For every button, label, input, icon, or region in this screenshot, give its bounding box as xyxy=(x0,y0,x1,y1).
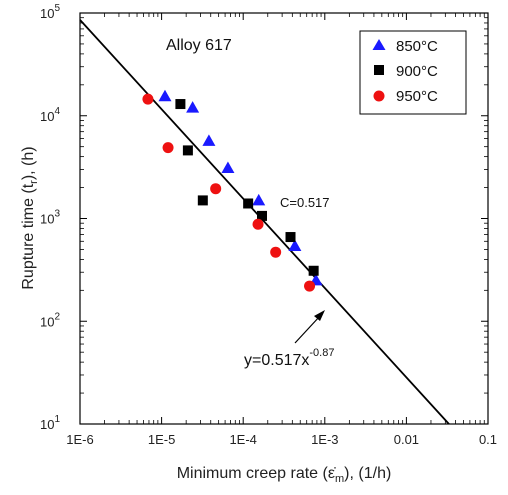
fit-equation-main: y=0.517x xyxy=(244,352,309,369)
legend-triangle-icon xyxy=(372,39,386,50)
data-point-850-triangle xyxy=(252,193,266,206)
y-tick-label: 104 xyxy=(40,106,60,124)
data-point-850-triangle xyxy=(288,239,302,251)
legend-circle-icon xyxy=(373,90,385,102)
data-point-900-square xyxy=(197,195,208,206)
c-label: C=0.517 xyxy=(280,195,330,210)
data-point-900-square xyxy=(243,198,254,209)
data-point-900-square xyxy=(308,265,319,276)
y-tick-base: 10 xyxy=(40,417,54,432)
alloy-label: Alloy 617 xyxy=(166,37,232,54)
data-point-950-circle xyxy=(210,183,222,195)
x-axis-title-sub: m xyxy=(335,473,344,485)
data-point-900-square xyxy=(182,145,193,156)
data-point-850-triangle xyxy=(186,101,200,113)
y-tick-exp: 2 xyxy=(54,311,60,322)
data-point-850-triangle xyxy=(202,134,216,146)
y-tick-base: 10 xyxy=(40,314,54,329)
y-tick-exp: 3 xyxy=(54,209,60,220)
y-tick-label: 105 xyxy=(40,3,60,21)
data-point-900-square xyxy=(257,210,268,221)
legend-square-icon xyxy=(374,65,384,75)
points-layer xyxy=(142,89,323,292)
data-point-900-square xyxy=(175,99,186,110)
fit-line xyxy=(79,19,450,425)
legend-item-850: 850°C xyxy=(372,38,438,55)
x-axis-title-main: Minimum creep rate ( xyxy=(177,465,329,482)
y-tick-label: 101 xyxy=(40,414,60,432)
data-point-950-circle xyxy=(304,280,316,292)
data-point-950-circle xyxy=(252,218,264,230)
legend-label-950: 950°C xyxy=(396,88,438,105)
fit-equation-exp: -0.87 xyxy=(309,347,334,359)
y-tick-exp: 4 xyxy=(54,106,60,117)
data-point-850-triangle xyxy=(158,89,172,102)
data-point-850-triangle xyxy=(221,161,235,174)
x-axis-title: Minimum creep rate (ε̇m), (1/h) xyxy=(177,465,392,485)
y-tick-base: 10 xyxy=(40,109,54,124)
y-axis-title-tail: ), (h) xyxy=(20,146,37,180)
y-axis-title-sub: r xyxy=(28,180,40,184)
legend-item-950: 950°C xyxy=(373,88,438,105)
annotation-arrow xyxy=(294,310,325,344)
y-tick-label: 102 xyxy=(40,311,60,329)
legend-label-850: 850°C xyxy=(396,38,438,55)
legend: 850°C 900°C 950°C xyxy=(359,30,467,115)
y-axis-title: Rupture time (tr), (h) xyxy=(20,146,40,289)
y-tick-base: 10 xyxy=(40,6,54,21)
y-tick-label: 103 xyxy=(40,209,60,227)
x-axis-title-symbol: ε̇ xyxy=(328,465,336,482)
y-tick-exp: 1 xyxy=(54,414,60,425)
y-tick-base: 10 xyxy=(40,212,54,227)
y-tick-exp: 5 xyxy=(54,3,60,14)
data-point-950-circle xyxy=(162,142,174,154)
legend-item-900: 900°C xyxy=(374,63,438,80)
y-axis-title-main: Rupture time (t xyxy=(20,183,37,289)
fit-layer xyxy=(79,19,450,425)
x-tick-label: 0.1 xyxy=(479,432,497,447)
data-point-950-circle xyxy=(142,93,154,105)
x-tick-label: 1E-3 xyxy=(311,432,338,447)
x-tick-label: 1E-4 xyxy=(229,432,256,447)
x-tick-label: 1E-5 xyxy=(148,432,175,447)
legend-label-900: 900°C xyxy=(396,63,438,80)
fit-equation: y=0.517x-0.87 xyxy=(244,347,334,369)
x-tick-label: 0.01 xyxy=(394,432,419,447)
x-tick-label: 1E-6 xyxy=(66,432,93,447)
data-point-900-square xyxy=(285,232,296,243)
x-axis-title-tail: ), (1/h) xyxy=(344,465,391,482)
data-point-950-circle xyxy=(270,246,282,258)
